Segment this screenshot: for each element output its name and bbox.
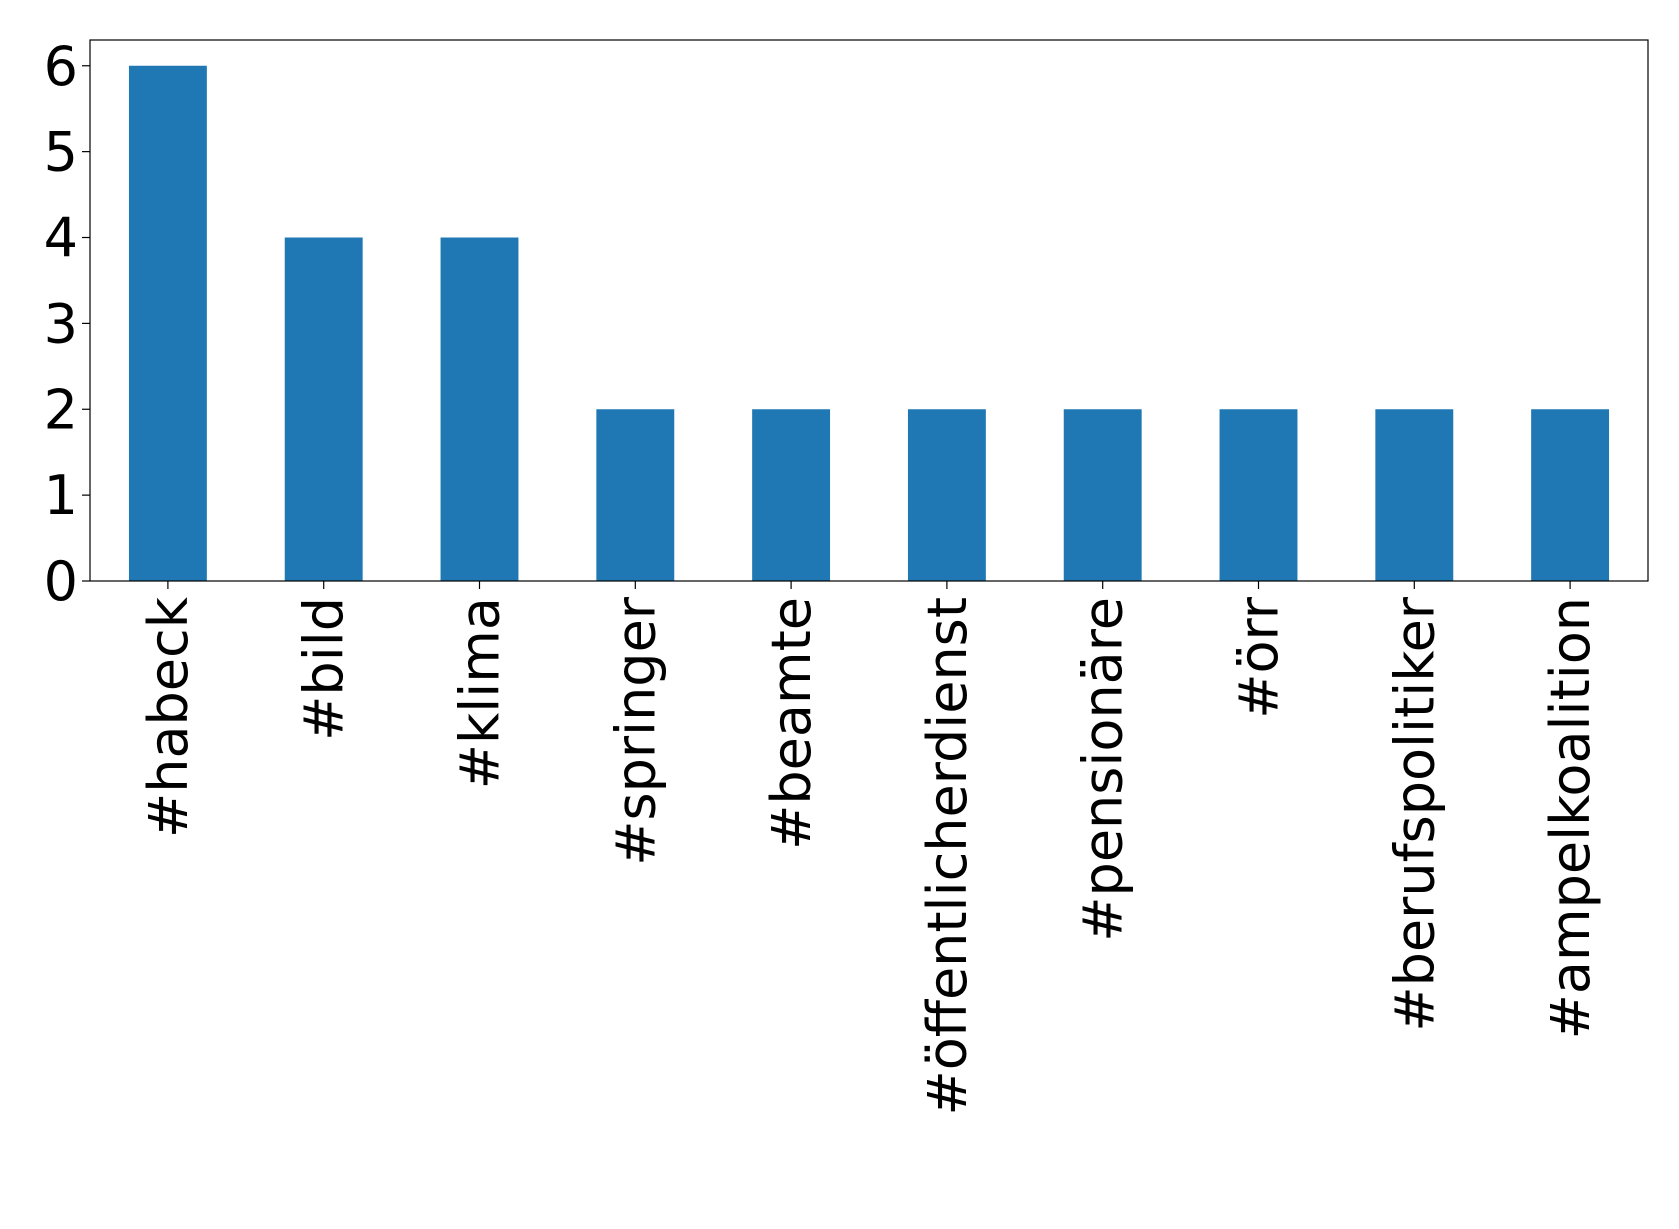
x-tick-label: #bild bbox=[293, 597, 356, 741]
bar bbox=[440, 237, 519, 581]
y-tick-label: 6 bbox=[44, 35, 78, 98]
x-tick-label: #pensionäre bbox=[1072, 597, 1135, 942]
y-tick-label: 0 bbox=[44, 550, 78, 613]
x-tick-label: #beamte bbox=[760, 597, 823, 850]
x-tick-label: #klima bbox=[449, 597, 512, 789]
bar bbox=[1531, 409, 1610, 581]
bar bbox=[752, 409, 831, 581]
x-tick-label: #örr bbox=[1228, 596, 1291, 719]
bar bbox=[1219, 409, 1298, 581]
bar bbox=[284, 237, 363, 581]
bar bbox=[1063, 409, 1142, 581]
y-tick-label: 5 bbox=[44, 121, 78, 184]
bar bbox=[596, 409, 675, 581]
bar bbox=[907, 409, 986, 581]
y-tick-label: 1 bbox=[44, 464, 78, 527]
x-tick-label: #springer bbox=[604, 596, 667, 866]
y-tick-label: 4 bbox=[44, 207, 78, 270]
x-tick-label: #berufspolitiker bbox=[1383, 596, 1446, 1031]
y-tick-label: 3 bbox=[44, 292, 78, 355]
bar bbox=[128, 65, 207, 581]
bar bbox=[1375, 409, 1454, 581]
x-tick-label: #habeck bbox=[137, 596, 200, 838]
y-tick-label: 2 bbox=[44, 378, 78, 441]
x-tick-label: #öffentlicherdienst bbox=[916, 597, 979, 1116]
plot-frame bbox=[89, 39, 1649, 582]
x-tick-label: #ampelkoalition bbox=[1539, 597, 1602, 1039]
